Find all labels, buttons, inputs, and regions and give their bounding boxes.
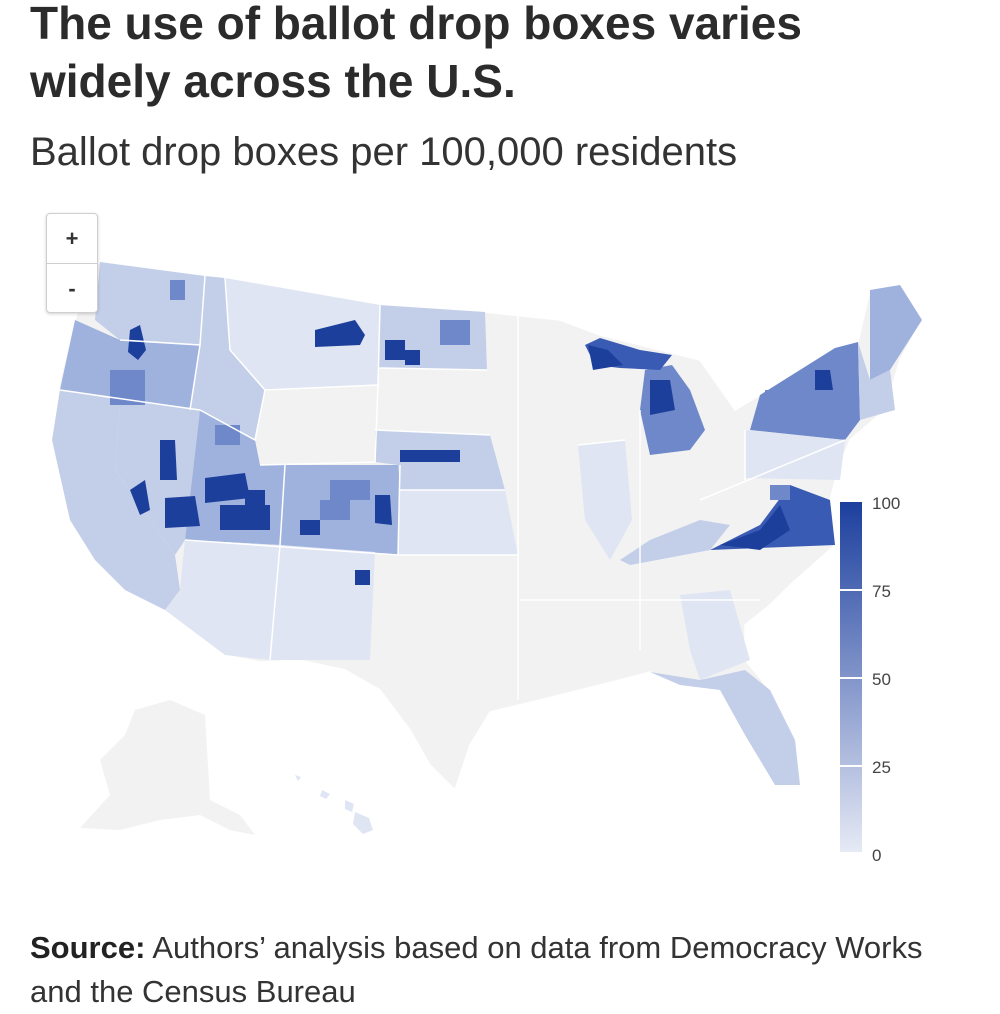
chart-subtitle: Ballot drop boxes per 100,000 residents [30, 130, 738, 174]
florida-region [650, 670, 800, 785]
high-density-counties [128, 320, 833, 585]
legend-tick-label: 100 [872, 494, 901, 513]
illinois-region [578, 440, 632, 560]
arizona-region [165, 540, 280, 660]
california-region [52, 390, 180, 610]
legend-tick-label: 75 [872, 582, 891, 601]
wyoming-region [260, 385, 378, 465]
source-note: Source: Authors’ analysis based on data … [30, 926, 970, 1014]
alaska-shape [80, 700, 255, 835]
new-england-region [858, 342, 895, 420]
kentucky-region [620, 520, 730, 565]
legend-ticks [840, 589, 862, 767]
chart-title: The use of ballot drop boxes varies wide… [30, 0, 802, 107]
zoom-out-button[interactable]: - [47, 263, 97, 312]
zoom-controls: + - [46, 213, 98, 313]
south-dakota-region [375, 368, 490, 435]
maine-region [870, 285, 922, 380]
montana-region [225, 278, 380, 390]
kansas-region [398, 490, 518, 555]
legend-tick-label: 25 [872, 758, 891, 777]
oregon-region [60, 320, 200, 410]
legend-tick-label: 50 [872, 670, 891, 689]
idaho-region [190, 276, 265, 440]
zoom-in-button[interactable]: + [65, 226, 79, 251]
medium-density-counties [110, 280, 855, 520]
hawaii-shape [295, 775, 373, 834]
washington-region [95, 262, 205, 345]
source-label: Source: [30, 930, 146, 965]
pennsylvania-region [745, 430, 845, 480]
source-text: Authors’ analysis based on data from Dem… [30, 930, 923, 1009]
state-borders [59, 275, 846, 700]
legend-tick-label: 0 [872, 846, 882, 865]
new-mexico-region [270, 545, 375, 660]
north-dakota-region [378, 305, 487, 370]
georgia-region [680, 590, 750, 680]
